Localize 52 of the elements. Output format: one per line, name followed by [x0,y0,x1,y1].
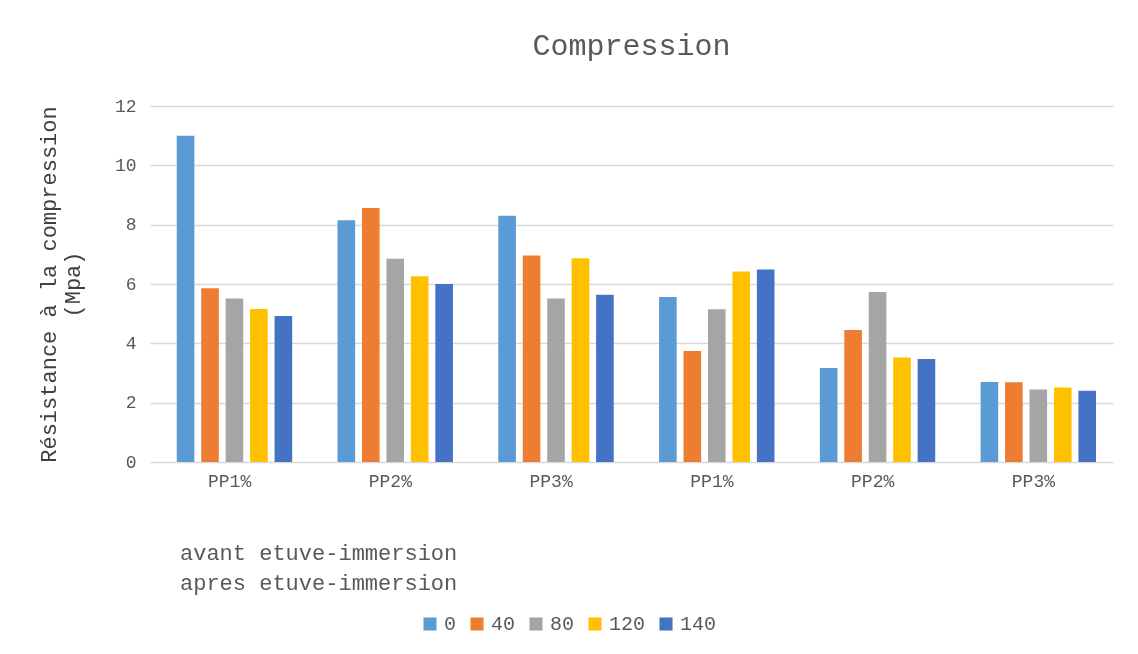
y-tick-label: 4 [125,333,137,354]
bar [386,258,405,462]
bar [819,367,838,462]
bar [361,208,380,462]
chart-title: Compression [532,30,731,64]
legend-label: 0 [444,613,457,636]
bar [1078,390,1097,462]
bar [1029,389,1048,462]
bar [732,271,751,462]
bar [1005,382,1023,462]
bar [980,381,999,462]
bar [571,258,590,462]
bar [683,351,702,462]
legend-label: 40 [491,613,516,636]
x-tick-label: PP1% [207,471,252,492]
y-tick-label: 10 [114,155,137,176]
bar [917,359,936,462]
bar [659,297,677,462]
y-tick-label: 12 [114,96,137,117]
bar [498,215,516,462]
legend-label: 80 [550,613,575,636]
y-tick-label: 2 [125,393,137,414]
bar [250,308,268,462]
y-axis-title: Résistance à la compression (Mpa) [37,106,87,463]
bar [274,316,293,462]
y-tick-label: 0 [125,452,137,473]
text: apres etuve-immersion [180,571,458,599]
x-tick-label: PP2% [368,471,413,492]
bar [756,269,775,462]
bar [337,220,356,462]
text: avant etuve-immersion [180,541,458,569]
bar [596,294,614,462]
legend-label: 120 [609,613,646,636]
x-tick-label: PP3% [529,471,573,492]
bar [435,284,453,462]
x-tick-label: PP2% [851,471,895,492]
bar [1053,387,1072,462]
y-tick-label: 6 [125,274,137,295]
bar [201,288,219,462]
bar [176,135,195,462]
x-tick-label: PP3% [1011,471,1056,492]
legend-label: 140 [680,613,717,636]
bar [707,309,726,462]
bar [225,298,244,462]
bar [547,298,565,462]
bar [410,276,429,462]
bar [522,255,541,462]
bar [868,292,887,462]
bar [844,329,862,462]
y-tick-label: 8 [125,215,137,236]
bar [893,357,911,462]
x-tick-label: PP1% [690,471,734,492]
